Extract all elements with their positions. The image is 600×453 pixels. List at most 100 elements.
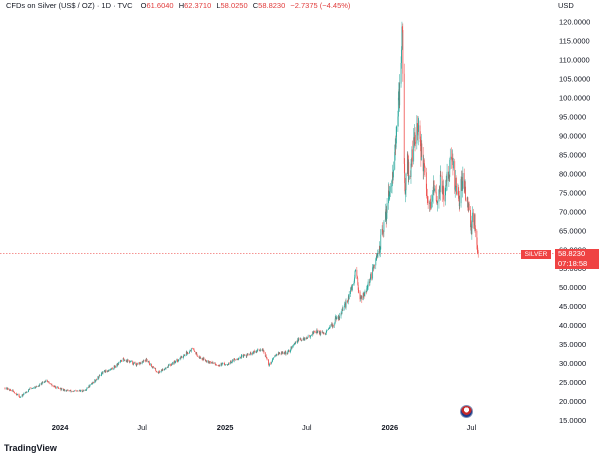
events-flag-icon[interactable] xyxy=(460,405,473,418)
open-label: O xyxy=(140,1,147,10)
candle-body xyxy=(355,269,356,272)
candle-body xyxy=(173,360,175,364)
candle-body xyxy=(473,212,475,223)
candle-body xyxy=(10,390,12,391)
tradingview-logo: TradingView xyxy=(4,443,57,453)
candle-body xyxy=(95,380,97,382)
candle-body xyxy=(139,362,140,364)
candle-body xyxy=(145,361,147,362)
candle-body xyxy=(294,343,296,345)
candle-body xyxy=(304,339,305,341)
candle-body xyxy=(67,389,69,391)
candle-body xyxy=(282,352,284,355)
candle-body xyxy=(81,390,83,392)
candle-body xyxy=(331,323,332,326)
candle-body xyxy=(328,329,329,330)
candle-body xyxy=(20,396,22,398)
candle-body xyxy=(372,267,374,279)
candle-body xyxy=(44,381,46,383)
candle-body xyxy=(143,360,144,362)
candle-body xyxy=(202,358,204,361)
candle-body xyxy=(392,172,394,178)
candle-body xyxy=(142,361,143,363)
candle-body xyxy=(402,26,403,31)
candle-body xyxy=(66,390,68,391)
candle-body xyxy=(413,137,415,162)
candle-body xyxy=(35,386,37,388)
candle-body xyxy=(195,352,197,355)
y-tick-label: 100.0000 xyxy=(559,93,590,102)
y-tick-label: 25.0000 xyxy=(559,378,586,387)
candle-body xyxy=(132,361,134,364)
candle-body xyxy=(438,189,440,202)
candle-body xyxy=(246,354,248,357)
candle-body xyxy=(148,361,150,362)
candle-body xyxy=(367,286,369,288)
candle-body xyxy=(193,349,195,351)
candle-body xyxy=(69,390,70,392)
candle-body xyxy=(471,225,472,235)
candle-body xyxy=(148,361,149,363)
candle-body xyxy=(222,363,223,364)
x-tick-label: Jul xyxy=(137,423,147,432)
countdown-value: 07:18:58 xyxy=(558,259,588,268)
candle-body xyxy=(367,281,369,287)
candle-body xyxy=(48,382,50,384)
y-tick-label: 80.0000 xyxy=(559,169,586,178)
candle-body xyxy=(372,266,374,268)
candle-body xyxy=(193,349,194,350)
candle-body xyxy=(65,390,67,391)
candle-body xyxy=(269,362,271,364)
candle-body xyxy=(375,257,377,260)
candle-body xyxy=(7,388,9,390)
candle-body xyxy=(253,351,254,354)
candle-body xyxy=(13,391,15,393)
candle-body xyxy=(397,97,399,117)
candle-body xyxy=(319,331,321,334)
candle-body xyxy=(291,346,293,348)
candle-body xyxy=(133,362,135,364)
candle-body xyxy=(411,163,412,166)
candle-body xyxy=(389,191,391,194)
candle-body xyxy=(230,360,231,364)
candle-body xyxy=(86,388,88,390)
candle-body xyxy=(414,132,415,146)
candle-body xyxy=(345,300,347,308)
candle-body xyxy=(388,193,390,197)
candle-body xyxy=(10,389,11,391)
candle-body xyxy=(203,357,204,361)
candle-body xyxy=(51,384,52,385)
candle-body xyxy=(98,376,100,379)
y-tick-label: 20.0000 xyxy=(559,397,586,406)
candle-body xyxy=(171,362,173,365)
candle-body xyxy=(96,379,97,381)
candle-body xyxy=(130,361,132,362)
candle-body xyxy=(82,391,83,392)
candle-body xyxy=(296,341,298,343)
candle-body xyxy=(342,309,343,311)
candle-body xyxy=(7,388,9,390)
candle-body xyxy=(309,335,311,338)
candle-body xyxy=(196,352,198,355)
y-axis[interactable]: 15.0000 20.0000 25.0000 30.0000 35.0000 40.00… xyxy=(559,18,590,425)
candle-body xyxy=(126,359,128,362)
candle-body xyxy=(129,360,130,363)
x-axis[interactable]: 2024 Jul 2025 Jul 2026 Jul xyxy=(52,423,477,432)
candle-body xyxy=(468,204,470,211)
candle-body xyxy=(407,153,409,176)
candle-body xyxy=(149,364,151,365)
candle-body xyxy=(42,382,43,383)
candle-body xyxy=(305,337,307,339)
candle-body xyxy=(452,157,454,169)
candle-body xyxy=(154,367,156,369)
candle-body xyxy=(436,200,438,203)
candle-body xyxy=(317,330,319,333)
candle-body xyxy=(155,370,157,372)
candle-body xyxy=(454,187,456,190)
candle-body xyxy=(302,338,304,341)
candle-body xyxy=(228,362,230,365)
candle-body xyxy=(245,355,247,357)
candle-body xyxy=(454,161,456,190)
candle-body xyxy=(196,354,198,357)
